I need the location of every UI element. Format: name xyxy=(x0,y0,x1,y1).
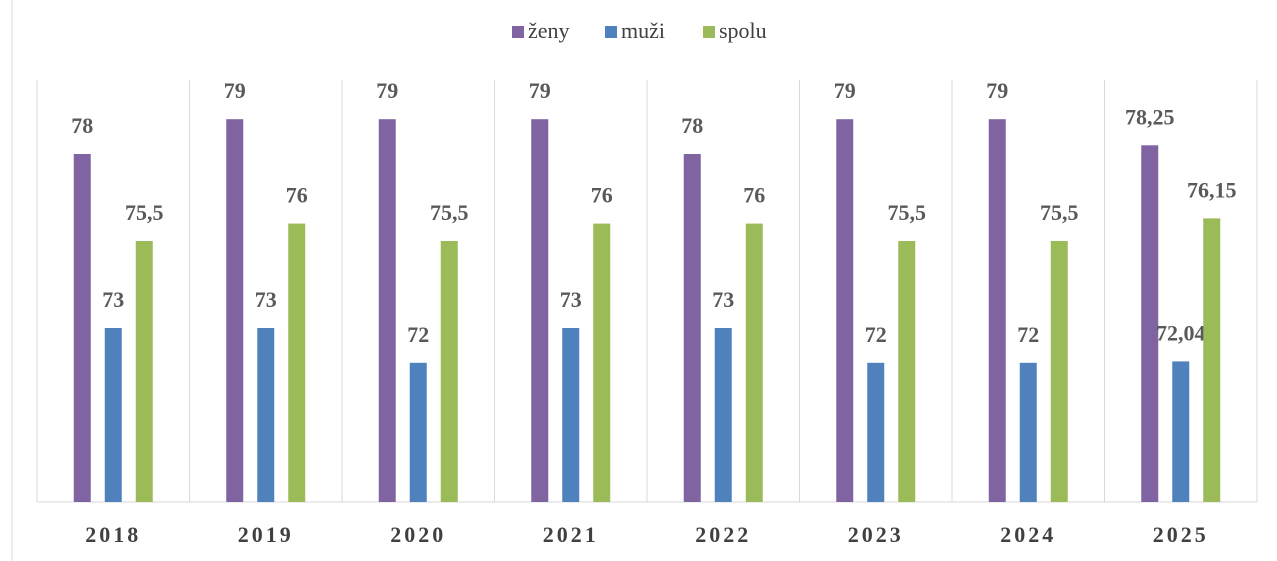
bar xyxy=(745,223,763,502)
value-label: 78,25 xyxy=(1125,104,1175,129)
bar xyxy=(836,119,854,502)
bar xyxy=(288,223,306,502)
bar xyxy=(73,154,91,502)
legend-swatch xyxy=(605,26,617,38)
x-tick-label: 2021 xyxy=(543,522,599,547)
bar xyxy=(1203,218,1221,502)
value-label: 73 xyxy=(712,287,734,312)
bar xyxy=(226,119,244,502)
value-label: 72 xyxy=(865,322,887,347)
bar xyxy=(988,119,1006,502)
value-label: 79 xyxy=(986,78,1008,103)
bar xyxy=(1172,361,1190,502)
value-label: 78 xyxy=(71,113,93,138)
value-label: 76 xyxy=(743,183,765,208)
bar xyxy=(562,328,580,502)
x-tick-label: 2019 xyxy=(238,522,294,547)
value-label: 75,5 xyxy=(430,200,469,225)
legend-label: spolu xyxy=(719,18,767,43)
value-label: 79 xyxy=(224,78,246,103)
bar xyxy=(409,362,427,502)
legend-label: ženy xyxy=(528,18,570,43)
bar xyxy=(898,241,916,502)
x-tick-label: 2022 xyxy=(695,522,751,547)
value-label: 79 xyxy=(529,78,551,103)
value-label: 76 xyxy=(591,183,613,208)
bar xyxy=(1141,145,1159,503)
value-label: 78 xyxy=(681,113,703,138)
legend-swatch xyxy=(703,26,715,38)
x-tick-label: 2018 xyxy=(85,522,141,547)
bar xyxy=(531,119,549,502)
value-label: 73 xyxy=(255,287,277,312)
value-label: 76 xyxy=(286,183,308,208)
bar xyxy=(1050,241,1068,502)
x-tick-label: 2025 xyxy=(1153,522,1209,547)
bar xyxy=(378,119,396,502)
bar xyxy=(867,362,885,502)
x-tick-label: 2023 xyxy=(848,522,904,547)
bar xyxy=(1019,362,1037,502)
value-label: 73 xyxy=(560,287,582,312)
value-label: 79 xyxy=(376,78,398,103)
value-label: 79 xyxy=(834,78,856,103)
bar xyxy=(593,223,611,502)
bar xyxy=(104,328,122,502)
bar xyxy=(714,328,732,502)
bar xyxy=(683,154,701,502)
bar xyxy=(440,241,458,502)
legend-label: muži xyxy=(621,18,665,43)
legend-swatch xyxy=(512,26,524,38)
value-label: 73 xyxy=(102,287,124,312)
bar xyxy=(135,241,153,502)
x-tick-label: 2024 xyxy=(1000,522,1056,547)
value-label: 76,15 xyxy=(1187,177,1237,202)
x-tick-label: 2020 xyxy=(390,522,446,547)
value-label: 72 xyxy=(1017,322,1039,347)
bar xyxy=(257,328,275,502)
value-label: 75,5 xyxy=(125,200,164,225)
value-label: 72 xyxy=(407,322,429,347)
value-label: 72,04 xyxy=(1156,320,1206,345)
value-label: 75,5 xyxy=(1040,200,1079,225)
value-label: 75,5 xyxy=(888,200,927,225)
